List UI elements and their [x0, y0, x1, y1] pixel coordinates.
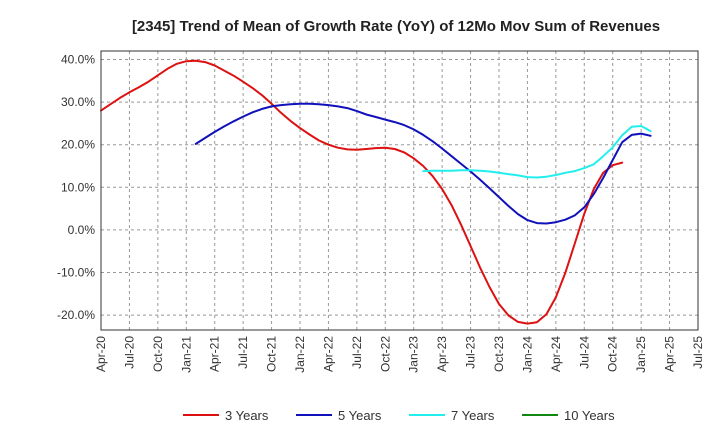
- legend-label-7-years: 7 Years: [451, 408, 495, 423]
- x-tick-label: Jan-23: [407, 336, 421, 373]
- y-tick-label: 20.0%: [61, 138, 95, 152]
- x-tick-label: Jan-24: [520, 336, 534, 373]
- x-tick-label: Apr-24: [549, 336, 563, 372]
- x-tick-label: Jan-25: [634, 336, 648, 373]
- series-line-7-years: [422, 125, 652, 179]
- legend: 3 Years 5 Years 7 Years 10 Years: [183, 408, 615, 423]
- y-tick-label: -10.0%: [57, 265, 95, 279]
- x-tick-label: Jul-21: [236, 336, 250, 369]
- chart-title: [2345] Trend of Mean of Growth Rate (YoY…: [132, 18, 660, 35]
- x-tick-label: Oct-24: [606, 336, 620, 372]
- x-tick-label: Oct-20: [151, 336, 165, 372]
- x-axis-ticks: Apr-20 Jul-20 Oct-20 Jan-21 Apr-21 Jul-21 Oct-…: [94, 336, 705, 373]
- x-tick-label: Jul-24: [577, 336, 591, 369]
- x-tick-label: Apr-23: [435, 336, 449, 372]
- y-tick-label: 10.0%: [61, 180, 95, 194]
- legend-label-5-years: 5 Years: [338, 408, 382, 423]
- legend-label-3-years: 3 Years: [225, 408, 269, 423]
- x-tick-label: Jul-22: [350, 336, 364, 369]
- x-tick-label: Jan-21: [179, 336, 193, 373]
- x-tick-label: Jul-20: [122, 336, 136, 369]
- y-tick-label: -20.0%: [57, 308, 95, 322]
- y-tick-label: 40.0%: [61, 53, 95, 67]
- x-tick-label: Jul-25: [691, 336, 705, 369]
- y-tick-label: 30.0%: [61, 95, 95, 109]
- y-tick-label: 0.0%: [68, 223, 96, 237]
- series-line-5-years: [194, 102, 652, 225]
- x-tick-label: Apr-25: [663, 336, 677, 372]
- x-tick-label: Oct-23: [492, 336, 506, 372]
- y-axis-ticks: 40.0% 30.0% 20.0% 10.0% 0.0% -10.0% -20.0%: [57, 53, 95, 323]
- legend-label-10-years: 10 Years: [564, 408, 615, 423]
- x-tick-label: Oct-22: [378, 336, 392, 372]
- x-tick-label: Apr-20: [94, 336, 108, 372]
- x-tick-label: Apr-22: [321, 336, 335, 372]
- grid-layer: [100, 51, 699, 330]
- series-line-3-years: [100, 59, 624, 325]
- x-tick-label: Jan-22: [293, 336, 307, 373]
- x-tick-label: Jul-23: [464, 336, 478, 369]
- series-layer: [100, 59, 652, 325]
- x-tick-label: Oct-21: [265, 336, 279, 372]
- plot-frame: [100, 50, 699, 331]
- x-tick-label: Apr-21: [208, 336, 222, 372]
